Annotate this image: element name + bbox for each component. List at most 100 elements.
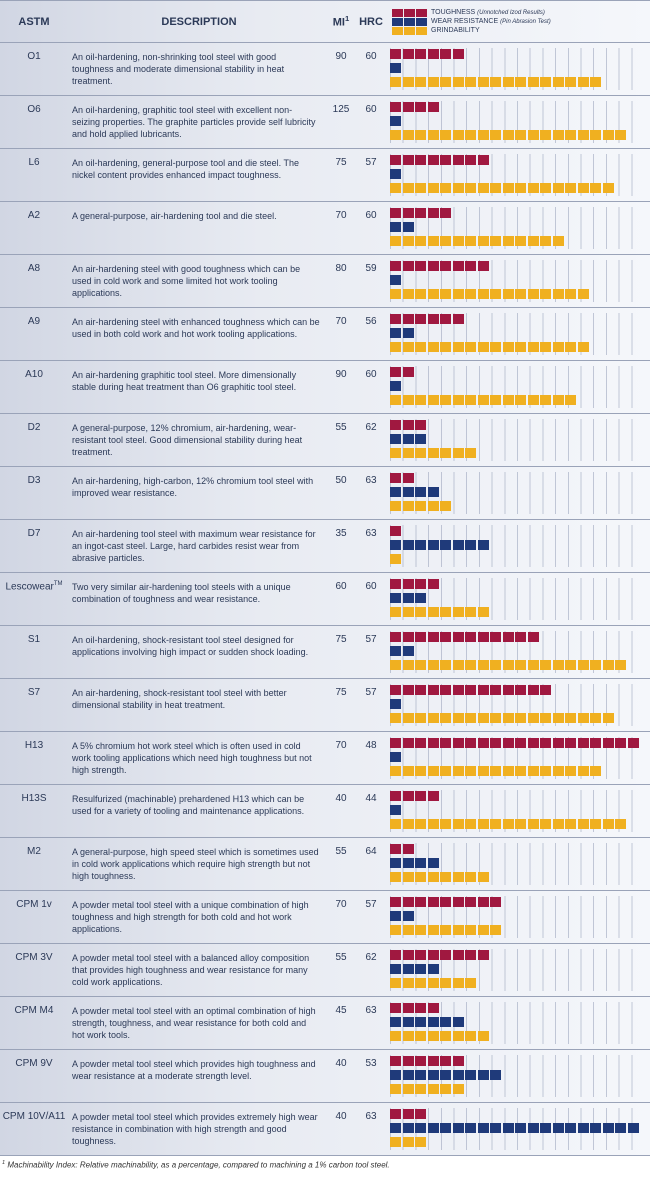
footnote-text: Machinability Index: Relative machinabil… [7,1161,389,1170]
bar-w [390,858,439,868]
table-row: D3An air-hardening, high-carbon, 12% chr… [0,467,650,520]
bars-cell [386,472,650,514]
table-row: CPM 1vA powder metal tool steel with a u… [0,891,650,944]
hrc-cell: 57 [356,896,386,910]
description-cell: An oil-hardening, general-purpose tool a… [68,154,326,181]
bar-g [390,819,626,829]
bar-w [390,752,401,762]
description-cell: An air-hardening graphitic tool steel. M… [68,366,326,393]
toughness-swatch [392,9,427,17]
bar-t [390,208,451,218]
table-row: CPM M4A powder metal tool steel with an … [0,997,650,1050]
astm-cell: D3 [0,472,68,486]
mi-cell: 45 [326,1002,356,1016]
bar-t [390,49,464,59]
astm-cell: A10 [0,366,68,380]
header-description: DESCRIPTION [68,16,326,28]
bar-w [390,911,414,921]
astm-cell: A2 [0,207,68,221]
bar-w [390,487,439,497]
bar-t [390,738,639,748]
astm-cell: LescowearTM [0,578,68,592]
mi-cell: 75 [326,631,356,645]
bar-t [390,632,539,642]
legend-item: TOUGHNESS (Unnotched Izod Results) [392,9,650,17]
bar-t [390,420,426,430]
bar-t [390,261,489,271]
bar-g [390,766,601,776]
bar-g [390,1031,489,1041]
description-cell: A general-purpose, air-hardening tool an… [68,207,326,222]
bars-cell [386,737,650,779]
bars-cell [386,419,650,461]
bar-t [390,102,439,112]
hrc-cell: 53 [356,1055,386,1069]
bar-g [390,77,601,87]
mi-cell: 35 [326,525,356,539]
bar-g [390,448,476,458]
bar-t [390,526,401,536]
bar-w [390,116,401,126]
steel-properties-table: ASTM DESCRIPTION MI1 HRC TOUGHNESS (Unno… [0,0,650,1156]
description-cell: An air-hardening, shock-resistant tool s… [68,684,326,711]
bar-t [390,791,439,801]
astm-cell: L6 [0,154,68,168]
header-astm: ASTM [0,16,68,28]
description-cell: An air-hardening, high-carbon, 12% chrom… [68,472,326,499]
hrc-cell: 63 [356,525,386,539]
bar-g [390,713,614,723]
bars-cell [386,631,650,673]
bars-cell [386,101,650,143]
hrc-cell: 60 [356,366,386,380]
bars-cell [386,684,650,726]
legend-label: GRINDABILITY [431,27,480,34]
mi-cell: 40 [326,1055,356,1069]
bars-cell [386,48,650,90]
mi-cell: 55 [326,949,356,963]
hrc-cell: 63 [356,1108,386,1122]
table-row: CPM 3VA powder metal tool steel with a b… [0,944,650,997]
wear-swatch [392,18,427,26]
mi-cell: 80 [326,260,356,274]
astm-cell: A9 [0,313,68,327]
description-cell: An air-hardening tool steel with maximum… [68,525,326,564]
bar-t [390,314,464,324]
bars-cell [386,1002,650,1044]
bar-w [390,805,401,815]
bars-cell [386,260,650,302]
bar-w [390,434,426,444]
hrc-cell: 60 [356,101,386,115]
table-row: A10An air-hardening graphitic tool steel… [0,361,650,414]
astm-cell: H13S [0,790,68,804]
mi-cell: 75 [326,154,356,168]
hrc-cell: 59 [356,260,386,274]
description-cell: An oil-hardening, shock-resistant tool s… [68,631,326,658]
table-row: M2A general-purpose, high speed steel wh… [0,838,650,891]
hrc-cell: 48 [356,737,386,751]
mi-cell: 70 [326,896,356,910]
description-cell: An air-hardening steel with enhanced tou… [68,313,326,340]
table-row: A2A general-purpose, air-hardening tool … [0,202,650,255]
bars-cell [386,949,650,991]
bar-w [390,381,401,391]
mi-cell: 50 [326,472,356,486]
hrc-cell: 64 [356,843,386,857]
mi-cell: 70 [326,313,356,327]
table-row: LescowearTMTwo very similar air-hardenin… [0,573,650,626]
bar-t [390,155,489,165]
bar-w [390,699,401,709]
header-mi: MI1 [326,14,356,29]
description-cell: A 5% chromium hot work steel which is of… [68,737,326,776]
bar-g [390,289,589,299]
footnote: 1 Machinability Index: Relative machinab… [0,1156,650,1180]
bar-w [390,540,489,550]
hrc-cell: 57 [356,684,386,698]
bar-g [390,660,626,670]
bar-g [390,501,451,511]
legend-item: WEAR RESISTANCE (Pin Abrasion Test) [392,18,650,26]
description-cell: A general-purpose, high speed steel whic… [68,843,326,882]
table-row: S7An air-hardening, shock-resistant tool… [0,679,650,732]
bar-w [390,275,401,285]
table-row: D2A general-purpose, 12% chromium, air-h… [0,414,650,467]
mi-cell: 90 [326,48,356,62]
